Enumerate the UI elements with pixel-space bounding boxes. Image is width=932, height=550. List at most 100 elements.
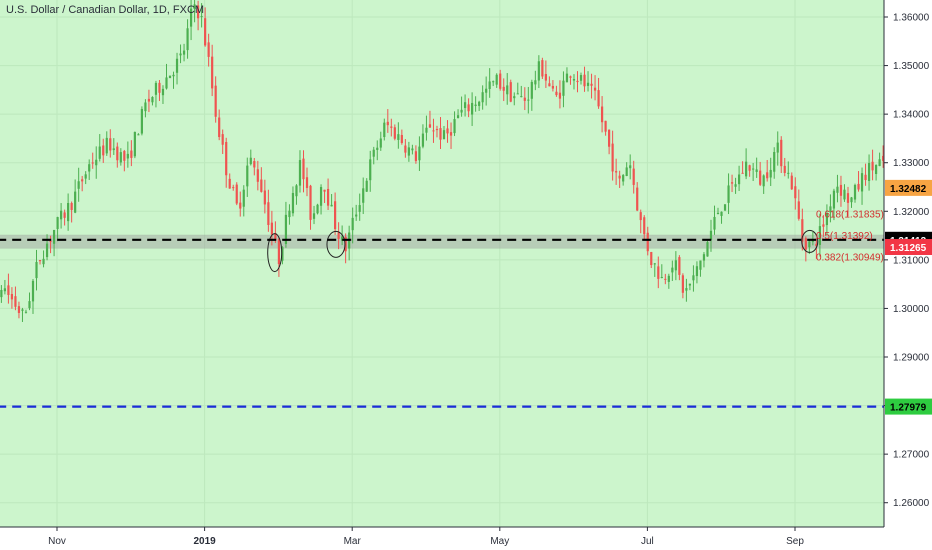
candle-body bbox=[734, 184, 737, 187]
candle-body bbox=[112, 148, 115, 151]
candle-body bbox=[579, 75, 583, 81]
chart-title: U.S. Dollar / Canadian Dollar, 1D, FXCM bbox=[6, 4, 205, 16]
candle-body bbox=[277, 238, 281, 265]
candle-body bbox=[878, 159, 881, 167]
candle-body bbox=[681, 275, 684, 293]
candle-body bbox=[597, 90, 600, 107]
candle-body bbox=[400, 134, 403, 144]
candle-body bbox=[144, 102, 147, 112]
candle-body bbox=[281, 247, 284, 261]
candle-body bbox=[853, 184, 857, 200]
candle-body bbox=[446, 128, 449, 134]
candle-body bbox=[629, 165, 632, 169]
candle-body bbox=[95, 159, 98, 166]
candle-body bbox=[172, 74, 175, 77]
candle-body bbox=[492, 81, 495, 83]
candle-body bbox=[583, 74, 586, 87]
candle-body bbox=[509, 82, 512, 102]
candle-body bbox=[161, 88, 165, 96]
candle-body bbox=[407, 147, 410, 156]
candle-body bbox=[362, 188, 365, 203]
candle-body bbox=[305, 177, 309, 188]
candle-body bbox=[133, 131, 136, 157]
candle-body bbox=[351, 217, 354, 231]
candle-body bbox=[298, 160, 302, 186]
candle-body bbox=[123, 150, 126, 161]
candle-body bbox=[432, 130, 435, 132]
price-tag-box bbox=[885, 238, 932, 255]
candle-body bbox=[660, 277, 663, 279]
candle-body bbox=[291, 192, 295, 214]
price-tick-label: 1.26000 bbox=[893, 498, 930, 509]
candle-body bbox=[551, 85, 555, 89]
candle-body bbox=[650, 252, 653, 266]
candle-body bbox=[98, 146, 101, 159]
candle-body bbox=[534, 80, 537, 85]
candle-body bbox=[24, 311, 28, 313]
candle-body bbox=[608, 129, 611, 147]
candle-body bbox=[815, 243, 818, 247]
candle-body bbox=[270, 222, 273, 235]
candle-body bbox=[471, 102, 474, 115]
candle-body bbox=[829, 206, 832, 213]
candle-body bbox=[636, 187, 639, 211]
candle-body bbox=[586, 82, 590, 86]
candle-body bbox=[207, 42, 210, 57]
candle-body bbox=[882, 155, 885, 161]
candle-body bbox=[330, 204, 333, 207]
support-zone bbox=[0, 234, 932, 249]
candle-body bbox=[211, 56, 214, 89]
candle-body bbox=[713, 216, 716, 230]
candle-body bbox=[463, 102, 467, 109]
candle-body bbox=[204, 18, 207, 46]
candle-body bbox=[506, 85, 509, 95]
candle-body bbox=[611, 143, 614, 172]
candle-body bbox=[197, 5, 200, 19]
touch-circle bbox=[801, 229, 819, 253]
candle-body bbox=[358, 205, 361, 212]
candle-body bbox=[60, 210, 63, 220]
candle-body bbox=[418, 146, 421, 161]
candle-body bbox=[365, 180, 368, 192]
time-tick-label: Sep bbox=[786, 536, 804, 547]
candle-body bbox=[344, 236, 347, 252]
candle-body bbox=[21, 309, 24, 311]
candle-body bbox=[84, 174, 87, 179]
candle-body bbox=[326, 188, 330, 206]
candle-body bbox=[688, 283, 692, 286]
candle-body bbox=[425, 127, 428, 133]
candle-body bbox=[319, 187, 323, 206]
candle-body bbox=[260, 179, 263, 192]
candle-body bbox=[379, 138, 382, 148]
candle-body bbox=[674, 260, 677, 271]
candle-body bbox=[102, 145, 105, 156]
candle-body bbox=[790, 175, 793, 190]
candle-body bbox=[618, 175, 621, 179]
price-tag-label: 1.31265 bbox=[890, 243, 927, 254]
time-tick-label: 2019 bbox=[193, 536, 216, 547]
candle-body bbox=[481, 92, 484, 103]
candle-body bbox=[302, 158, 305, 180]
candle-body bbox=[81, 179, 84, 182]
candle-body bbox=[421, 133, 425, 147]
fib-level-label: 0.618(1.31835) bbox=[816, 209, 884, 220]
candle-body bbox=[867, 163, 871, 181]
candle-body bbox=[45, 243, 49, 258]
candle-body bbox=[860, 173, 864, 192]
candle-body bbox=[720, 211, 723, 216]
touch-circle bbox=[267, 233, 283, 273]
candle-body bbox=[748, 165, 751, 171]
candle-body bbox=[435, 129, 439, 131]
candle-body bbox=[274, 233, 277, 241]
price-tag-box bbox=[885, 398, 932, 415]
price-tag-label: 1.27979 bbox=[890, 403, 927, 414]
candle-body bbox=[221, 134, 224, 145]
candle-body bbox=[657, 266, 660, 279]
candle-body bbox=[42, 258, 45, 265]
candle-body bbox=[695, 266, 699, 277]
candle-body bbox=[263, 190, 266, 205]
candle-body bbox=[723, 204, 727, 211]
candle-body bbox=[801, 219, 804, 242]
